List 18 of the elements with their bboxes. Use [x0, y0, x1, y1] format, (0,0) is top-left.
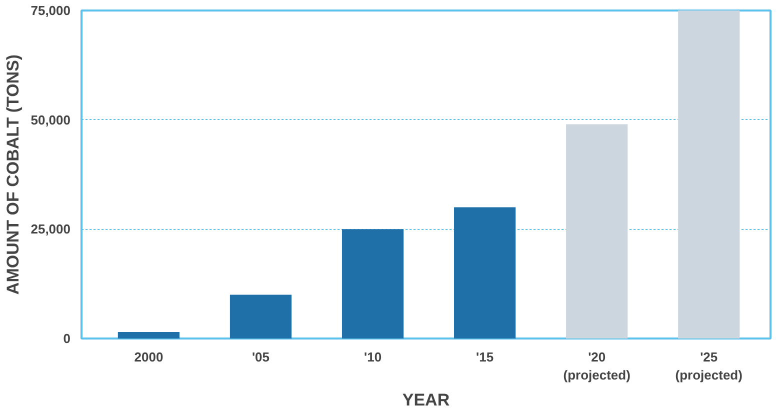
- x-tick-label: '25 (projected): [675, 350, 742, 382]
- bar: [118, 332, 180, 338]
- x-tick-label: '15: [476, 350, 494, 364]
- x-tick-label: '05: [252, 350, 270, 364]
- y-tick-label: 0: [63, 331, 71, 346]
- x-tick-label: '10: [364, 350, 382, 364]
- x-tick-label: '20 (projected): [563, 350, 630, 382]
- bar: [230, 294, 292, 338]
- x-tick-label: 2000: [134, 350, 164, 364]
- y-tick-label: 50,000: [30, 112, 71, 128]
- y-axis-title: AMOUNT OF COBALT (TONS): [4, 54, 23, 295]
- y-tick-label: 75,000: [30, 3, 71, 18]
- bar: [678, 10, 740, 338]
- bar: [342, 229, 404, 338]
- bar: [566, 124, 628, 338]
- x-axis-title: YEAR: [402, 390, 450, 410]
- y-tick-label: 25,000: [30, 222, 71, 237]
- bar: [454, 207, 516, 338]
